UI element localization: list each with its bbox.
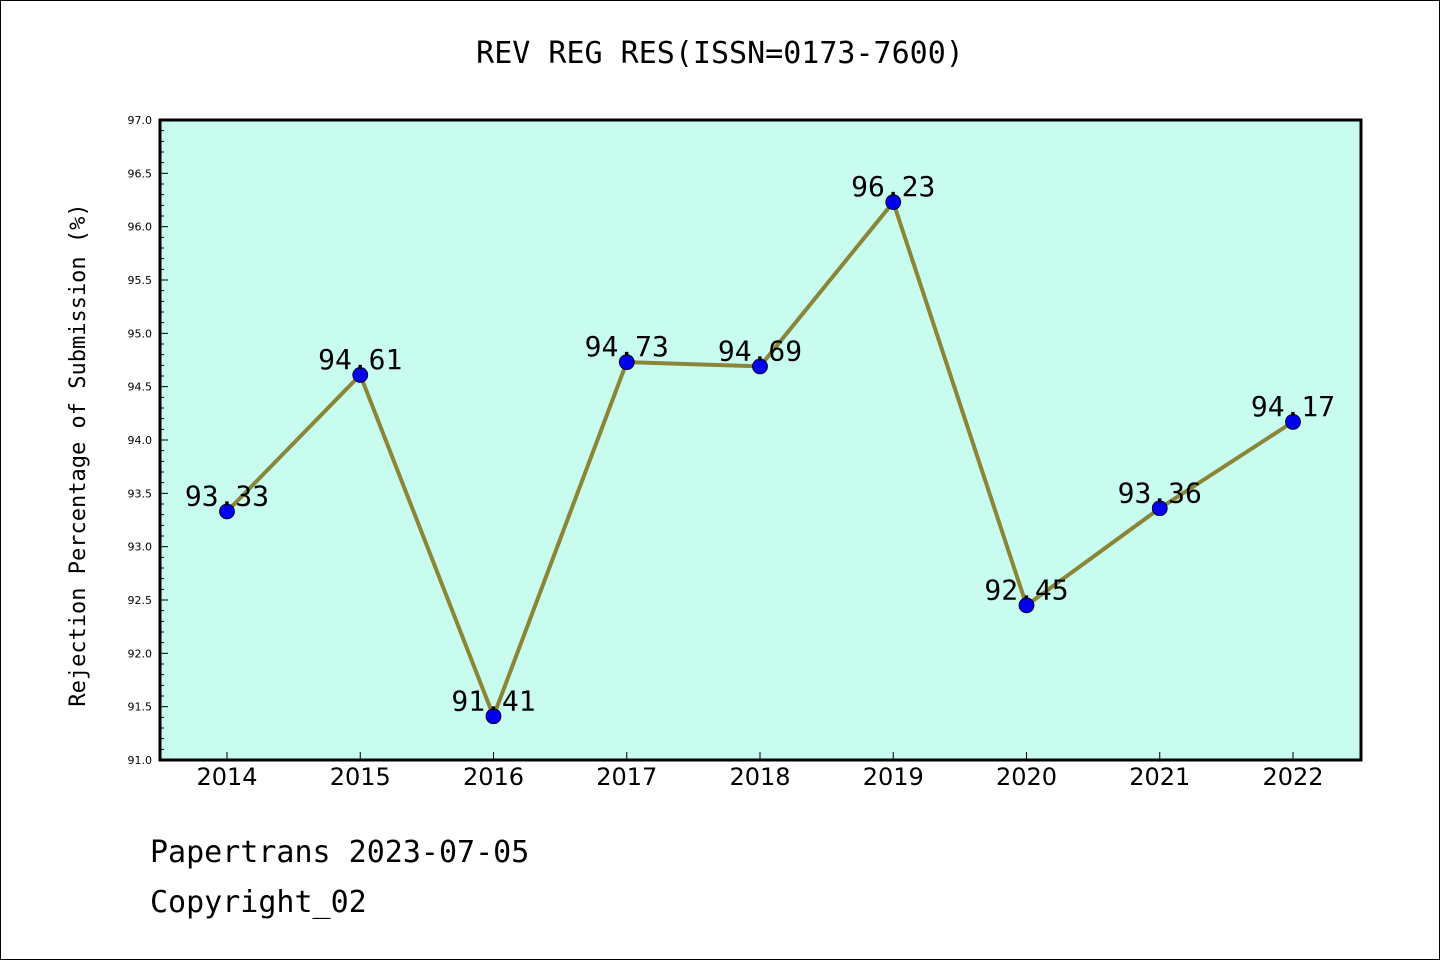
data-label: 94.73	[585, 330, 669, 363]
footer-copyright: Copyright_02	[150, 885, 367, 920]
data-points	[219, 194, 1301, 725]
data-point	[1285, 413, 1301, 430]
x-tick-label: 2014	[196, 763, 257, 791]
y-tick-label: 96.5	[128, 167, 153, 180]
plot-border	[158, 118, 1363, 762]
data-point	[752, 358, 768, 375]
data-label: 93.36	[1118, 476, 1202, 509]
data-label: 96.23	[851, 170, 935, 203]
footer-date: Papertrans 2023-07-05	[150, 835, 530, 870]
x-tick-label: 2017	[596, 763, 657, 791]
x-axis: 2014 2015 2016 2017 2018 2019 2020 2021 2022	[196, 752, 1324, 791]
data-label: 94.69	[718, 334, 802, 367]
data-label: 91.41	[451, 684, 535, 717]
data-label: 93.33	[185, 479, 269, 512]
y-tick-label: 94.5	[128, 381, 153, 394]
data-point	[485, 708, 502, 725]
x-tick-label: 2019	[863, 763, 924, 791]
data-labels: 93.33 94.61 91.41 94.73 94.69 96.23 92.45 93.36…	[185, 170, 1335, 717]
y-tick-label: 92.0	[128, 647, 153, 660]
data-label: 92.45	[984, 573, 1068, 606]
y-axis: 91.0 91.5 92.0 92.5 93.0 93.5 94.0 94.5 95.0 95.5…	[128, 114, 168, 767]
x-tick-label: 2018	[729, 763, 790, 791]
data-point	[1151, 500, 1168, 517]
y-tick-label: 95.5	[128, 274, 153, 287]
x-tick-label: 2016	[463, 763, 524, 791]
data-point	[618, 354, 635, 371]
data-point	[219, 503, 235, 520]
x-tick-label: 2015	[330, 763, 391, 791]
plot-area	[160, 120, 1361, 760]
x-tick-label: 2020	[996, 763, 1057, 791]
y-tick-label: 96.0	[128, 221, 153, 234]
y-tick-label: 97.0	[128, 114, 153, 127]
data-label: 94.61	[318, 343, 402, 376]
y-tick-label: 94.0	[128, 434, 153, 447]
y-axis-label: Rejection Percentage of Submission (%)	[66, 203, 91, 706]
chart-title: REV REG RES(ISSN=0173-7600)	[476, 36, 964, 71]
data-point	[352, 367, 369, 383]
y-tick-label: 91.0	[128, 754, 153, 767]
data-point	[1018, 597, 1035, 614]
data-point	[885, 194, 902, 211]
y-tick-label: 92.5	[128, 594, 153, 607]
x-tick-label: 2021	[1129, 763, 1190, 791]
y-tick-label: 95.0	[128, 327, 153, 340]
y-tick-label: 91.5	[128, 701, 153, 714]
data-label: 94.17	[1251, 390, 1335, 423]
x-tick-label: 2022	[1262, 763, 1323, 791]
y-tick-label: 93.0	[128, 541, 153, 554]
y-tick-label: 93.5	[128, 487, 153, 500]
